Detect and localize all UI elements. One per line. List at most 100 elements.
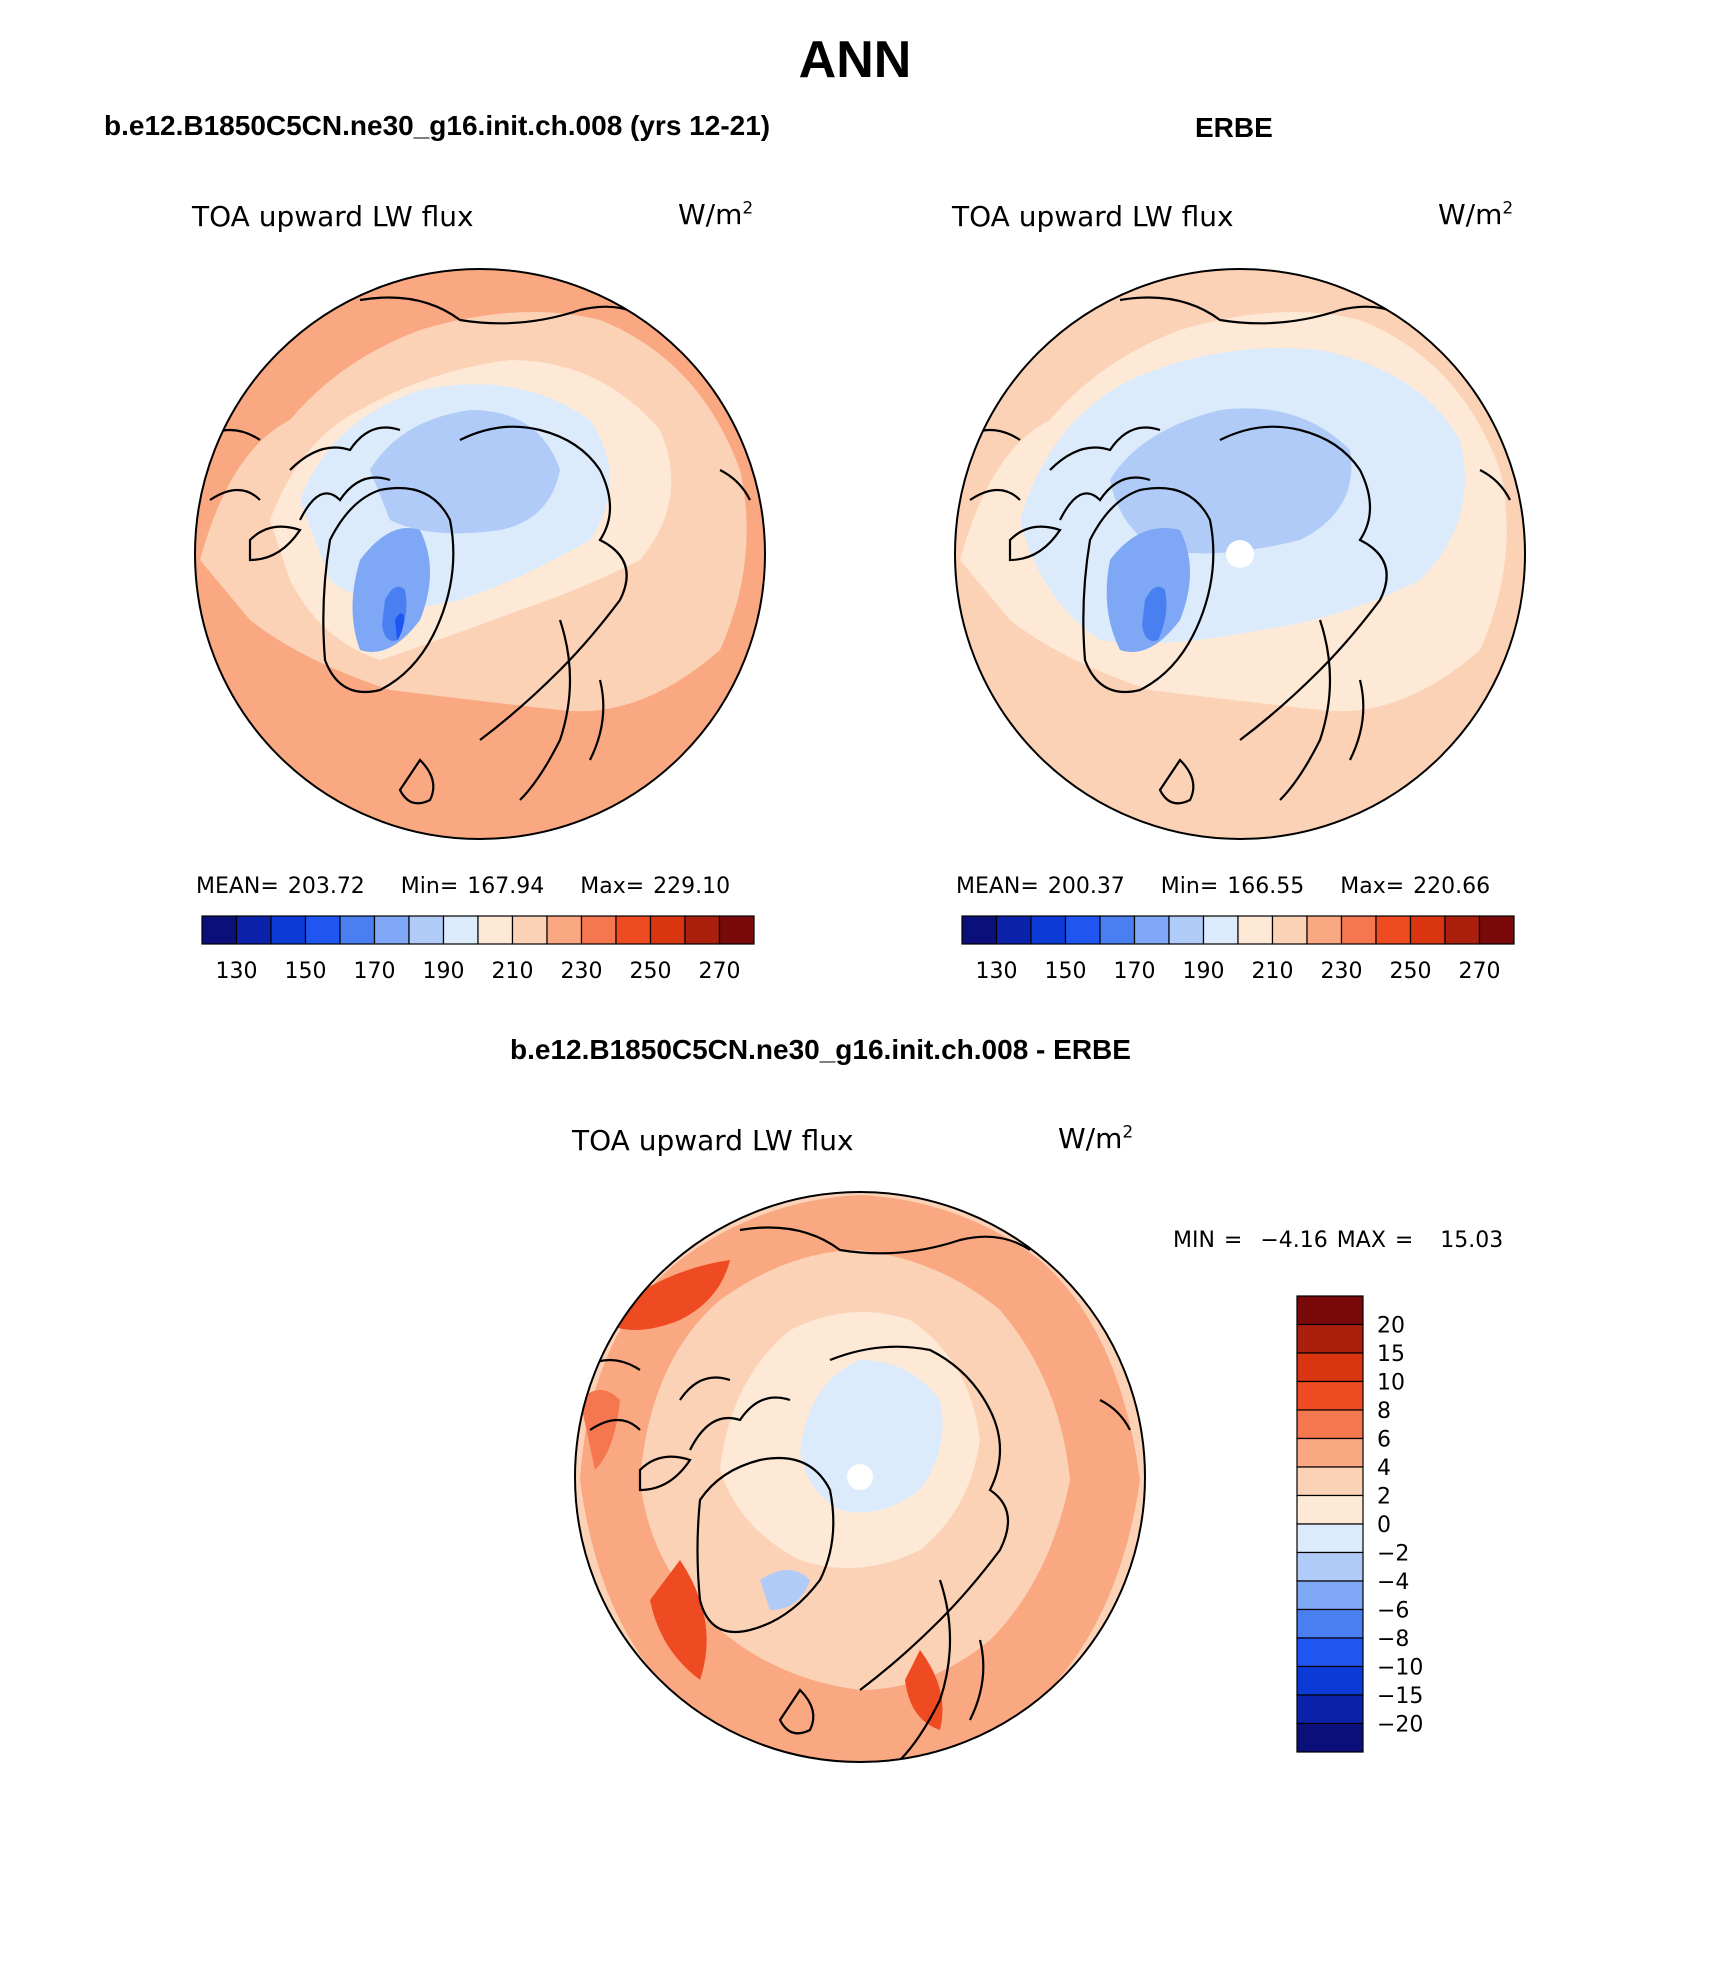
colorbar-swatch	[1296, 1323, 1364, 1354]
colorbar-swatch	[1202, 915, 1239, 945]
colorbar-tick-label: 210	[492, 959, 534, 984]
colorbar-swatch	[304, 915, 341, 945]
colorbar-swatch	[1296, 1637, 1364, 1668]
colorbar-swatch	[1296, 1580, 1364, 1611]
colorbar-swatch	[1409, 915, 1446, 945]
map-model-boundary	[194, 268, 766, 840]
colorbar-tick-label: −15	[1377, 1684, 1423, 1709]
panel-top-right-units: W/m2	[1438, 198, 1514, 231]
colorbar-tick-label: −6	[1377, 1599, 1409, 1624]
figure-title: ANN	[798, 31, 912, 89]
colorbar-swatch	[477, 915, 514, 945]
colorbar-swatch	[995, 915, 1032, 945]
colorbar-tick-label: −4	[1377, 1570, 1409, 1595]
colorbar-swatch	[1237, 915, 1274, 945]
colorbar-swatch	[270, 915, 307, 945]
colorbar-tick-label: 250	[1390, 959, 1432, 984]
colorbar-tick-label: 230	[561, 959, 603, 984]
colorbar-swatch	[1296, 1722, 1364, 1753]
colorbar-swatch	[649, 915, 686, 945]
colorbar-swatch	[1296, 1608, 1364, 1639]
colorbar-tick-label: 8	[1377, 1399, 1391, 1424]
colorbar-tick-label: 190	[1183, 959, 1225, 984]
colorbar-swatch	[201, 915, 238, 945]
panel-top-left-title: b.e12.B1850C5CN.ne30_g16.init.ch.008 (yr…	[104, 110, 771, 141]
colorbar-swatch	[1296, 1380, 1364, 1411]
colorbar-swatch	[1168, 915, 1205, 945]
colorbar-swatch	[546, 915, 583, 945]
panel-bottom-stats: MIN = −4.16 MAX = 15.03	[1173, 1228, 1504, 1253]
panel-bottom-units: W/m2	[1058, 1122, 1134, 1155]
colorbar-tick-label: 6	[1377, 1428, 1391, 1453]
colorbar-erbe: 130 150 170 190 210 230 250 270	[961, 915, 1515, 984]
map-model-field	[195, 269, 765, 839]
colorbar-swatch	[684, 915, 721, 945]
panel-top-left-units: W/m2	[678, 198, 754, 231]
colorbar-tick-label: −2	[1377, 1542, 1409, 1567]
colorbar-tick-label: 150	[1045, 959, 1087, 984]
colorbar-swatch	[1030, 915, 1067, 945]
map-erbe-coastlines	[959, 296, 1511, 805]
colorbar-swatch	[408, 915, 445, 945]
colorbar-tick-label: 270	[1459, 959, 1501, 984]
colorbar-swatch	[1296, 1551, 1364, 1582]
colorbar-swatch	[1296, 1523, 1364, 1554]
colorbar-model: 130 150 170 190 210 230 250 270	[201, 915, 755, 984]
colorbar-swatch	[1296, 1694, 1364, 1725]
colorbar-swatch	[580, 915, 617, 945]
colorbar-tick-label: 170	[354, 959, 396, 984]
colorbar-tick-label: 270	[699, 959, 741, 984]
panel-top-right-stats: MEAN= 200.37 Min= 166.55 Max= 220.66	[956, 874, 1491, 899]
colorbar-swatch	[1296, 1665, 1364, 1696]
panel-top-left-variable: TOA upward LW flux	[192, 200, 474, 233]
colorbar-tick-label: 210	[1252, 959, 1294, 984]
map-model-coastlines	[199, 296, 751, 805]
colorbar-tick-label: 150	[285, 959, 327, 984]
colorbar-swatch	[961, 915, 998, 945]
colorbar-tick-label: 0	[1377, 1513, 1391, 1538]
colorbar-tick-label: −8	[1377, 1627, 1409, 1652]
colorbar-tick-label: −10	[1377, 1656, 1423, 1681]
colorbar-swatch	[1306, 915, 1343, 945]
colorbar-tick-label: 15	[1377, 1342, 1405, 1367]
colorbar-swatch	[1296, 1295, 1364, 1326]
colorbar-swatch	[1271, 915, 1308, 945]
colorbar-swatch	[442, 915, 479, 945]
colorbar-swatch	[1064, 915, 1101, 945]
colorbar-tick-label: 250	[630, 959, 672, 984]
colorbar-tick-label: 190	[423, 959, 465, 984]
colorbar-swatch	[511, 915, 548, 945]
colorbar-swatch	[339, 915, 376, 945]
colorbar-tick-label: 230	[1321, 959, 1363, 984]
panel-bottom-title: b.e12.B1850C5CN.ne30_g16.init.ch.008 - E…	[510, 1034, 1131, 1065]
colorbar-swatch	[235, 915, 272, 945]
colorbar-swatch	[718, 915, 755, 945]
panel-top-right-variable: TOA upward LW flux	[952, 200, 1234, 233]
map-diff-coastlines	[579, 1226, 1131, 1761]
colorbar-swatch	[1478, 915, 1515, 945]
colorbar-swatch	[1133, 915, 1170, 945]
colorbar-tick-label: 130	[216, 959, 258, 984]
colorbar-swatch	[373, 915, 410, 945]
colorbar-swatch	[1375, 915, 1412, 945]
colorbar-tick-label: 4	[1377, 1456, 1391, 1481]
colorbar-swatch	[1340, 915, 1377, 945]
colorbar-tick-label: 170	[1114, 959, 1156, 984]
colorbar-swatch	[1099, 915, 1136, 945]
colorbar-swatch	[1296, 1352, 1364, 1383]
map-diff-boundary	[574, 1191, 1146, 1763]
colorbar-swatch	[1296, 1409, 1364, 1440]
map-erbe-boundary	[954, 268, 1526, 840]
colorbar-tick-label: 130	[976, 959, 1018, 984]
colorbar-tick-label: 2	[1377, 1485, 1391, 1510]
colorbar-tick-label: 20	[1377, 1314, 1405, 1339]
colorbar-swatch	[1296, 1466, 1364, 1497]
colorbar-swatch	[1444, 915, 1481, 945]
map-diff-field	[575, 1192, 1145, 1762]
colorbar-swatch	[1296, 1494, 1364, 1525]
panel-bottom-variable: TOA upward LW flux	[572, 1124, 854, 1157]
panel-top-left-stats: MEAN= 203.72 Min= 167.94 Max= 229.10	[196, 874, 731, 899]
colorbar-swatch	[1296, 1437, 1364, 1468]
